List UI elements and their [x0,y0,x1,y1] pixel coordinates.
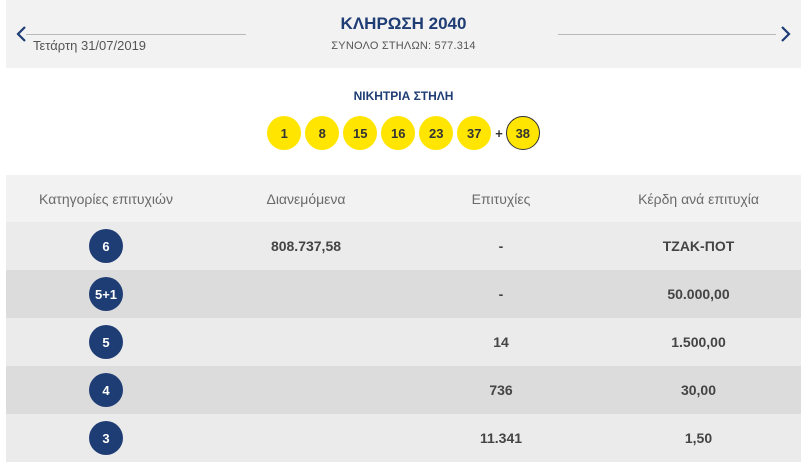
distributed-cell: 808.737,58 [270,238,342,254]
category-badge: 4 [89,373,123,407]
draw-title: ΚΛΗΡΩΣΗ 2040 [340,14,467,33]
winning-numbers: 1 8 15 16 23 37 + 38 [0,116,807,150]
table-row: 3 11.341 1,50 [6,414,801,462]
table-header: Κατηγορίες επιτυχιών Διανεμόμενα Επιτυχί… [6,175,801,222]
winning-number-ball: 23 [419,116,454,150]
winning-column-label: ΝΙΚΗΤΡΙΑ ΣΤΗΛΗ [353,89,454,103]
prize-cell: 1.500,00 [671,334,726,350]
table-row: 6 808.737,58 - ΤΖΑΚ-ΠΟΤ [6,222,801,270]
header-divider-right [558,34,776,35]
winners-cell: 736 [489,382,513,398]
winning-number-ball: 16 [381,116,416,150]
header-distributed: Διανεμόμενα [266,190,346,207]
prize-cell: 30,00 [680,382,717,398]
prize-table: Κατηγορίες επιτυχιών Διανεμόμενα Επιτυχί… [6,175,801,462]
previous-draw-button[interactable] [12,22,32,46]
chevron-left-icon [16,26,26,42]
prize-cell: 50.000,00 [667,286,730,302]
draw-date: Τετάρτη 31/07/2019 [33,38,147,53]
table-row: 4 736 30,00 [6,366,801,414]
header-winners: Επιτυχίες [471,190,531,207]
category-badge: 6 [89,229,123,263]
winners-cell: 11.341 [479,430,523,446]
header-categories: Κατηγορίες επιτυχιών [39,190,173,207]
next-draw-button[interactable] [775,22,795,46]
category-badge: 3 [89,421,123,455]
draw-header: Τετάρτη 31/07/2019 ΚΛΗΡΩΣΗ 2040 ΣΥΝΟΛΟ Σ… [6,0,801,68]
header-prize-per-winner: Κέρδη ανά επιτυχία [638,190,759,207]
header-divider-left [26,34,246,35]
chevron-right-icon [781,26,791,42]
winners-cell: - [498,238,504,254]
table-row: 5+1 - 50.000,00 [6,270,801,318]
prize-cell: ΤΖΑΚ-ΠΟΤ [662,238,735,254]
plus-sign: + [495,125,503,141]
total-columns: ΣΥΝΟΛΟ ΣΤΗΛΩΝ: 577.314 [331,40,476,52]
winning-number-ball: 37 [457,116,492,150]
table-row: 5 14 1.500,00 [6,318,801,366]
winners-cell: - [498,286,504,302]
winning-number-ball: 8 [305,116,340,150]
winning-number-ball: 15 [343,116,378,150]
category-badge: 5+1 [89,277,123,311]
joker-number-ball: 38 [505,116,540,150]
category-badge: 5 [89,325,123,359]
winning-number-ball: 1 [267,116,302,150]
winners-cell: 14 [493,334,509,350]
prize-cell: 1,50 [684,430,713,446]
